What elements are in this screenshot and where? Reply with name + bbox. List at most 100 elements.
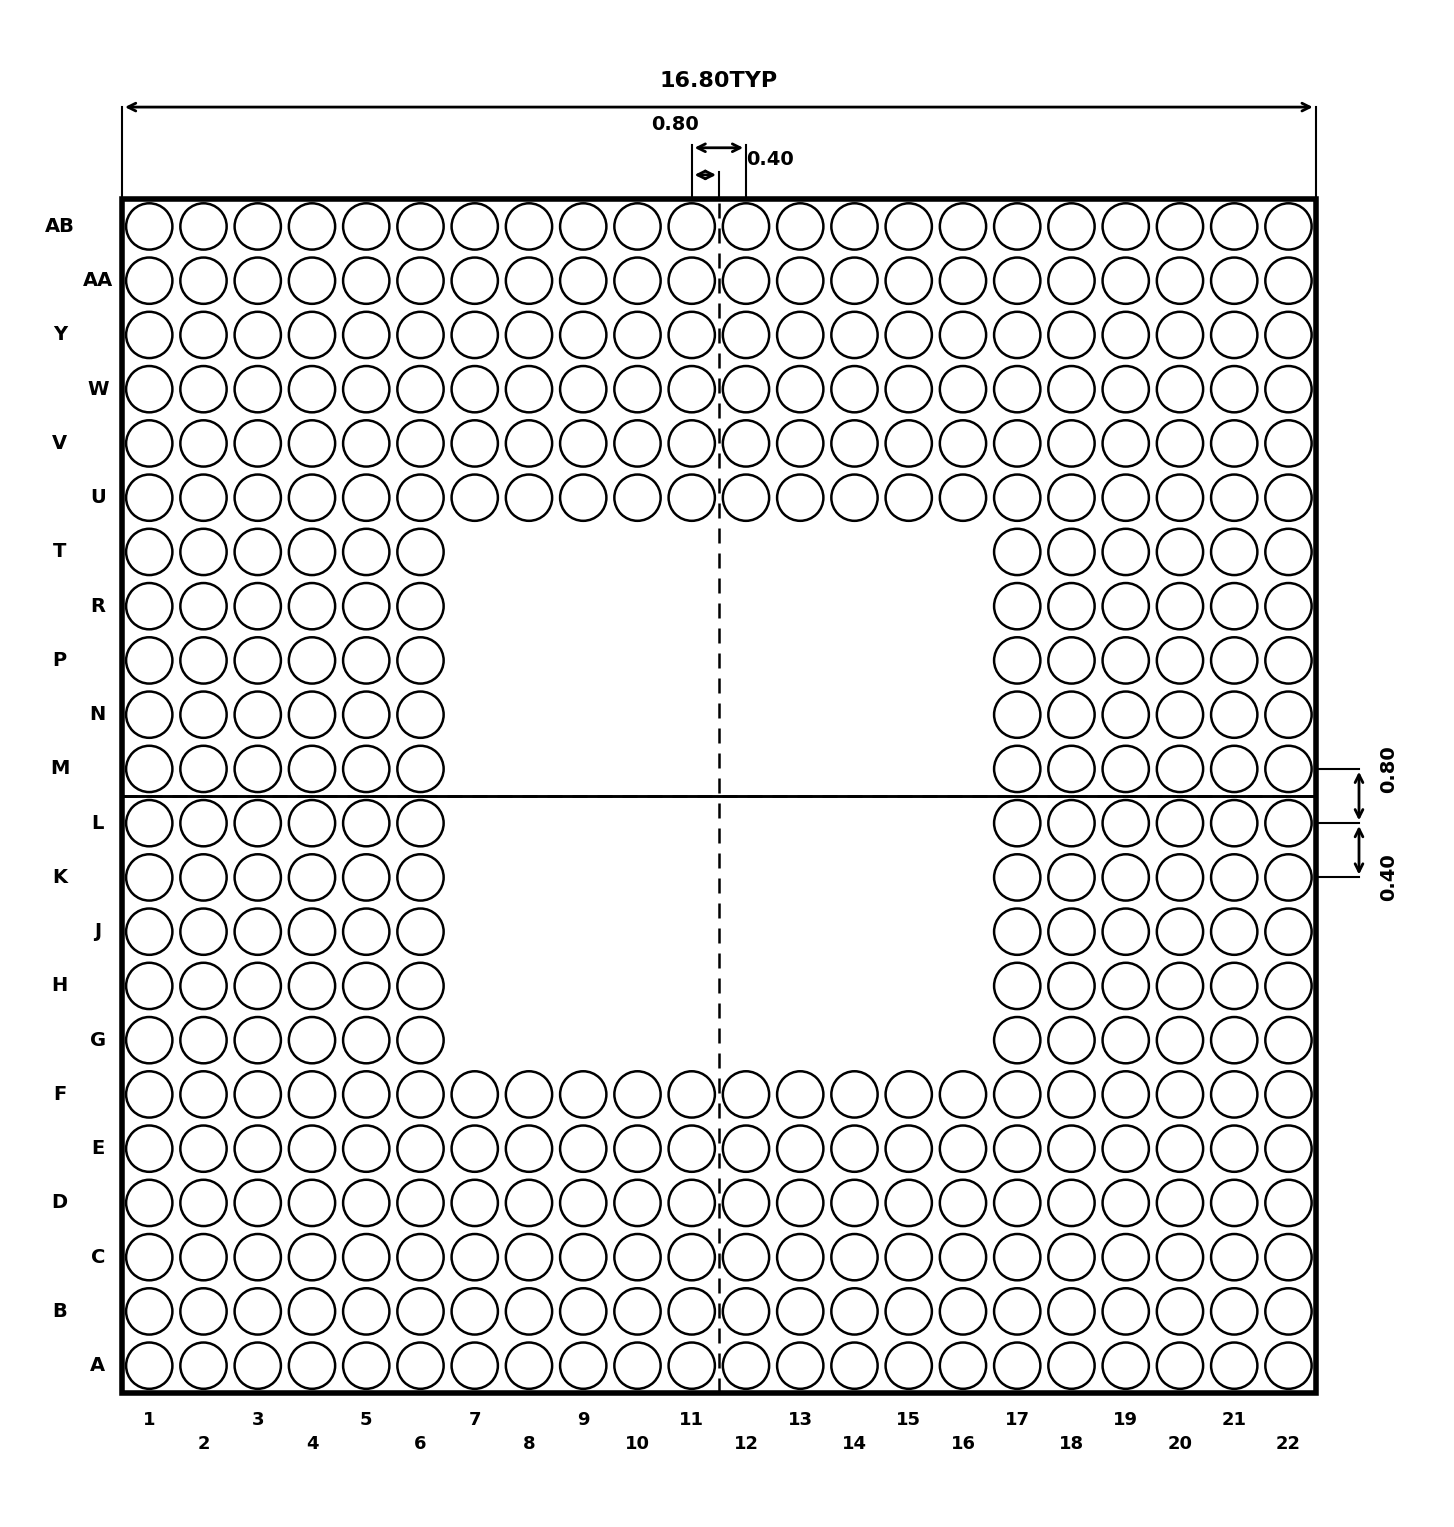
Text: 7: 7 <box>468 1411 481 1429</box>
Circle shape <box>126 964 173 1009</box>
Circle shape <box>615 1289 660 1335</box>
Circle shape <box>1102 312 1149 357</box>
Text: T: T <box>52 542 67 562</box>
Circle shape <box>343 528 390 576</box>
Circle shape <box>180 854 227 901</box>
Circle shape <box>126 1342 173 1390</box>
Circle shape <box>669 1180 715 1226</box>
Circle shape <box>995 800 1041 846</box>
Circle shape <box>885 258 932 304</box>
Circle shape <box>289 203 334 249</box>
Circle shape <box>397 1234 443 1280</box>
Circle shape <box>234 800 281 846</box>
Circle shape <box>939 1289 986 1335</box>
Circle shape <box>1102 854 1149 901</box>
Circle shape <box>1048 854 1095 901</box>
Circle shape <box>289 637 334 684</box>
Circle shape <box>126 420 173 467</box>
Circle shape <box>1157 583 1202 629</box>
Circle shape <box>452 312 497 357</box>
Circle shape <box>289 854 334 901</box>
Circle shape <box>1157 1234 1202 1280</box>
Circle shape <box>1211 692 1258 738</box>
Circle shape <box>832 475 878 521</box>
Circle shape <box>1211 528 1258 576</box>
Circle shape <box>343 1342 390 1390</box>
Circle shape <box>832 1342 878 1390</box>
Circle shape <box>885 203 932 249</box>
Text: 14: 14 <box>842 1435 867 1454</box>
Circle shape <box>452 1180 497 1226</box>
Text: AA: AA <box>83 272 113 290</box>
Circle shape <box>1048 1125 1095 1171</box>
Circle shape <box>1102 420 1149 467</box>
Circle shape <box>1102 583 1149 629</box>
Circle shape <box>560 203 606 249</box>
Circle shape <box>615 1342 660 1390</box>
Circle shape <box>1048 475 1095 521</box>
Circle shape <box>669 1234 715 1280</box>
Circle shape <box>506 312 553 357</box>
Circle shape <box>397 1342 443 1390</box>
Circle shape <box>995 964 1041 1009</box>
Circle shape <box>1157 203 1202 249</box>
Text: 3: 3 <box>252 1411 265 1429</box>
Circle shape <box>126 312 173 357</box>
Circle shape <box>1048 203 1095 249</box>
Circle shape <box>1157 420 1202 467</box>
Circle shape <box>669 203 715 249</box>
Circle shape <box>289 1234 334 1280</box>
Circle shape <box>506 258 553 304</box>
Circle shape <box>397 964 443 1009</box>
Circle shape <box>885 1289 932 1335</box>
Circle shape <box>1157 692 1202 738</box>
Circle shape <box>885 1342 932 1390</box>
Circle shape <box>1102 475 1149 521</box>
Text: AB: AB <box>45 217 74 237</box>
Circle shape <box>995 420 1041 467</box>
Circle shape <box>126 1072 173 1118</box>
Circle shape <box>1048 583 1095 629</box>
Circle shape <box>1157 800 1202 846</box>
Circle shape <box>776 475 823 521</box>
Text: P: P <box>52 651 67 670</box>
Circle shape <box>234 258 281 304</box>
Circle shape <box>995 854 1041 901</box>
Circle shape <box>832 1289 878 1335</box>
Circle shape <box>1102 909 1149 954</box>
Text: 0.80: 0.80 <box>651 115 699 134</box>
Circle shape <box>615 366 660 412</box>
Circle shape <box>1102 258 1149 304</box>
Text: 2: 2 <box>198 1435 209 1454</box>
Circle shape <box>939 1342 986 1390</box>
Circle shape <box>723 203 769 249</box>
Circle shape <box>126 1180 173 1226</box>
Text: 21: 21 <box>1221 1411 1246 1429</box>
Circle shape <box>289 258 334 304</box>
Circle shape <box>1102 964 1149 1009</box>
Circle shape <box>669 312 715 357</box>
Circle shape <box>452 366 497 412</box>
Circle shape <box>126 637 173 684</box>
Circle shape <box>1265 1072 1312 1118</box>
Circle shape <box>939 366 986 412</box>
Circle shape <box>126 909 173 954</box>
Circle shape <box>1048 1180 1095 1226</box>
Circle shape <box>560 258 606 304</box>
Circle shape <box>669 1289 715 1335</box>
Circle shape <box>1211 1125 1258 1171</box>
Circle shape <box>506 1072 553 1118</box>
Circle shape <box>1157 745 1202 793</box>
Circle shape <box>180 1289 227 1335</box>
Circle shape <box>452 420 497 467</box>
Circle shape <box>885 1234 932 1280</box>
Circle shape <box>1211 637 1258 684</box>
Circle shape <box>234 745 281 793</box>
Circle shape <box>180 312 227 357</box>
Circle shape <box>126 258 173 304</box>
Circle shape <box>1048 800 1095 846</box>
Circle shape <box>885 1125 932 1171</box>
Circle shape <box>1048 1234 1095 1280</box>
Circle shape <box>995 1072 1041 1118</box>
Circle shape <box>397 909 443 954</box>
